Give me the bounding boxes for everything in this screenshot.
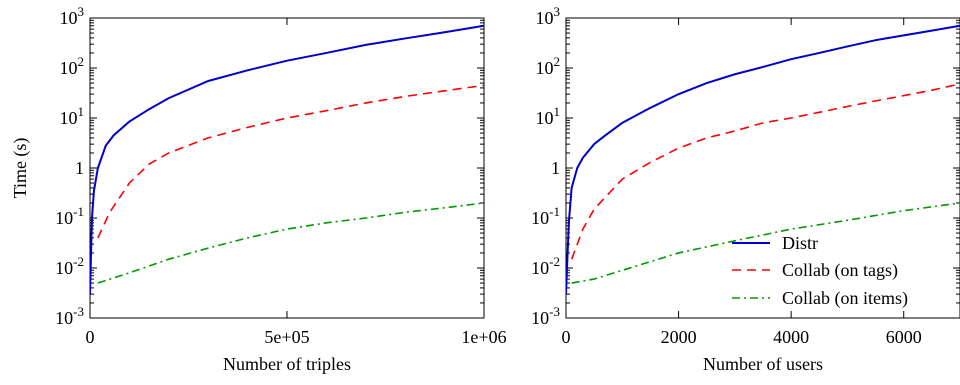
series-group <box>90 24 484 295</box>
series-line-distr <box>90 24 484 295</box>
x-tick-label: 4000 <box>773 327 809 347</box>
y-tick-label: 10-1 <box>531 204 560 228</box>
chart-panel-1: 10-3 10-2 10-1 1 101 102 103 0 5e+05 1e+06 Number … <box>10 4 507 374</box>
plot-frame <box>565 17 960 319</box>
x-axis-title: Number of users <box>703 354 823 374</box>
y-tick-label: 101 <box>60 104 85 128</box>
y-tick-label: 101 <box>536 104 561 128</box>
series-group <box>566 24 960 295</box>
x-tick-label: 0 <box>86 327 95 347</box>
y-axis-title: Time (s) <box>10 138 31 199</box>
series-line-collab-on-tags <box>570 83 960 260</box>
legend-label: Collab (on items) <box>782 288 908 309</box>
y-tick-label: 10-3 <box>55 304 84 328</box>
y-tick-label: 10-3 <box>531 304 560 328</box>
y-tick-label: 103 <box>536 4 561 28</box>
x-tick-label: 2000 <box>661 327 697 347</box>
y-tick-label: 10-2 <box>55 254 84 278</box>
y-tick-label: 10-1 <box>55 204 84 228</box>
series-line-collab-on-items <box>97 202 484 284</box>
x-tick-label: 6000 <box>886 327 922 347</box>
x-tick-label: 5e+05 <box>264 327 309 347</box>
series-line-distr <box>566 24 960 295</box>
legend: Distr Collab (on tags) Collab (on items) <box>732 233 908 309</box>
chart-panel-2: 10-3 10-2 10-1 1 101 102 103 0 2000 4000 6000 Numbe… <box>531 4 960 374</box>
y-tick-label: 103 <box>60 4 85 28</box>
legend-label: Distr <box>782 233 818 253</box>
y-tick-label: 102 <box>60 54 85 78</box>
x-tick-label: 0 <box>562 327 571 347</box>
y-tick-label: 1 <box>75 158 84 178</box>
legend-label: Collab (on tags) <box>782 260 898 281</box>
series-line-collab-on-tags <box>97 84 484 239</box>
y-tick-label: 1 <box>551 158 560 178</box>
y-tick-label: 102 <box>536 54 561 78</box>
plot-frame <box>89 17 485 319</box>
y-tick-label: 10-2 <box>531 254 560 278</box>
x-axis-title: Number of triples <box>223 354 351 374</box>
x-tick-label: 1e+06 <box>461 327 506 347</box>
series-line-collab-on-items <box>571 202 960 284</box>
